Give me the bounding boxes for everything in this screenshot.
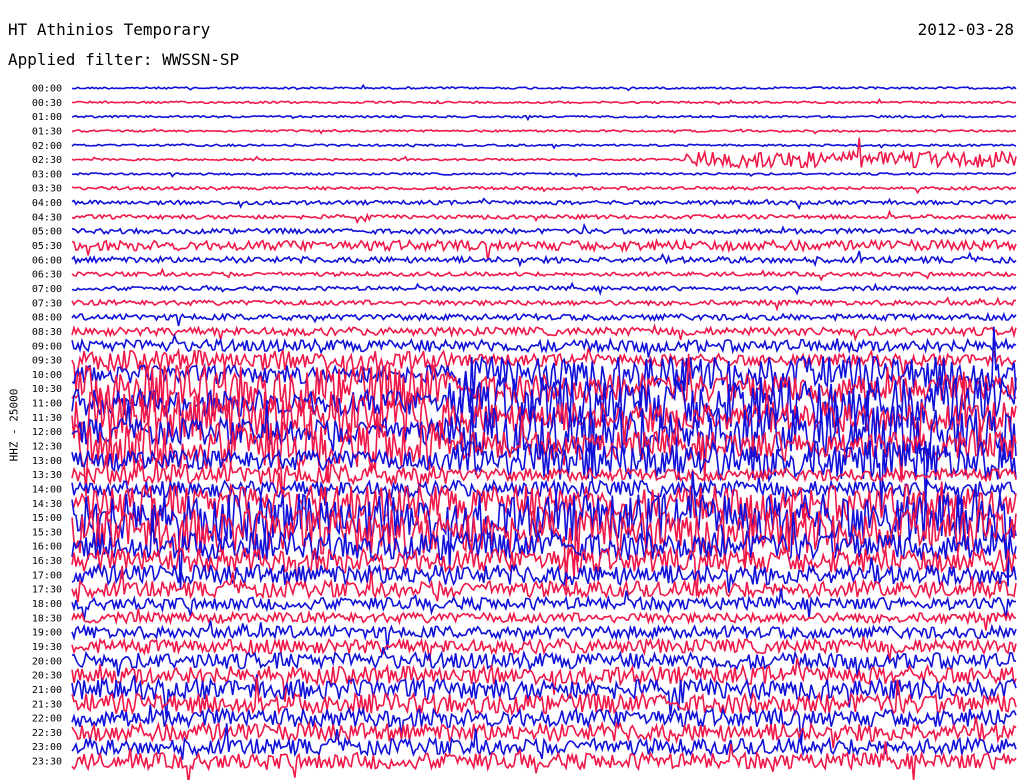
tick-label-1900: 19:00 [32, 628, 62, 639]
trace-0700 [71, 281, 1017, 296]
tick-label-0330: 03:30 [32, 184, 62, 195]
trace-0130 [71, 128, 1017, 135]
trace-0030 [71, 98, 1017, 106]
trace-1000 [71, 326, 1017, 423]
trace-0000 [71, 83, 1017, 92]
tick-label-1330: 13:30 [32, 470, 62, 481]
tick-label-2230: 22:30 [32, 728, 62, 739]
tick-label-0430: 04:30 [32, 212, 62, 223]
tick-label-1030: 10:30 [32, 384, 62, 395]
trace-0600 [71, 250, 1017, 268]
trace-1930 [71, 636, 1017, 662]
tick-label-0230: 02:30 [32, 155, 62, 166]
tick-label-1500: 15:00 [32, 513, 62, 524]
tick-label-0600: 06:00 [32, 255, 62, 266]
tick-label-0730: 07:30 [32, 298, 62, 309]
trace-1900 [71, 620, 1017, 650]
trace-0100 [71, 113, 1017, 122]
tick-label-1130: 11:30 [32, 413, 62, 424]
trace-0500 [71, 222, 1017, 236]
tick-label-0500: 05:00 [32, 227, 62, 238]
tick-label-1300: 13:00 [32, 456, 62, 467]
filter-label: Applied filter: WWSSN-SP [8, 50, 240, 69]
trace-0300 [71, 171, 1017, 178]
tick-label-0800: 08:00 [32, 313, 62, 324]
trace-0800 [71, 311, 1017, 327]
tick-label-1800: 18:00 [32, 599, 62, 610]
tick-label-1630: 16:30 [32, 556, 62, 567]
traces-group [71, 83, 1017, 780]
tick-label-0400: 04:00 [32, 198, 62, 209]
tick-label-0300: 03:00 [32, 169, 62, 180]
tick-label-0530: 05:30 [32, 241, 62, 252]
tick-label-0930: 09:30 [32, 356, 62, 367]
trace-0400 [71, 197, 1017, 211]
tick-label-1000: 10:00 [32, 370, 62, 381]
tick-label-0630: 06:30 [32, 270, 62, 281]
trace-1500 [71, 471, 1017, 590]
trace-2230 [71, 716, 1017, 749]
trace-1600 [71, 509, 1017, 563]
trace-1330 [71, 455, 1017, 505]
trace-0900 [71, 333, 1017, 358]
trace-0730 [71, 296, 1017, 312]
tick-label-1930: 19:30 [32, 642, 62, 653]
trace-0530 [71, 237, 1017, 261]
trace-2030 [71, 657, 1017, 703]
trace-1530 [71, 498, 1017, 591]
trace-2200 [71, 704, 1017, 746]
trace-0830 [71, 323, 1017, 342]
trace-2000 [71, 647, 1017, 677]
trace-0430 [71, 209, 1017, 225]
tick-label-0030: 00:30 [32, 98, 62, 109]
tick-label-0200: 02:00 [32, 141, 62, 152]
tick-label-0900: 09:00 [32, 341, 62, 352]
tick-label-1730: 17:30 [32, 585, 62, 596]
tick-labels-group: 00:00 00:30 01:00 01:30 02:00 02:30 03:00 03:30… [32, 84, 62, 768]
tick-label-2000: 20:00 [32, 656, 62, 667]
tick-label-2100: 21:00 [32, 685, 62, 696]
trace-1230 [71, 410, 1017, 496]
tick-label-2030: 20:30 [32, 671, 62, 682]
tick-label-1400: 14:00 [32, 484, 62, 495]
trace-1830 [71, 608, 1017, 631]
tick-label-1530: 15:30 [32, 527, 62, 538]
tick-label-0100: 01:00 [32, 112, 62, 123]
tick-label-1200: 12:00 [32, 427, 62, 438]
tick-label-2200: 22:00 [32, 714, 62, 725]
trace-0330 [71, 185, 1017, 195]
trace-0230 [71, 137, 1017, 170]
trace-1100 [71, 376, 1017, 481]
tick-label-2330: 23:30 [32, 757, 62, 768]
date-label: 2012-03-28 [917, 20, 1014, 39]
trace-0200 [71, 143, 1017, 150]
tick-label-1100: 11:00 [32, 399, 62, 410]
station-title: HT Athinios Temporary [8, 20, 211, 39]
trace-2130 [71, 677, 1017, 717]
tick-label-0130: 01:30 [32, 126, 62, 137]
tick-label-1600: 16:00 [32, 542, 62, 553]
tick-label-0700: 07:00 [32, 284, 62, 295]
tick-label-2130: 21:30 [32, 699, 62, 710]
trace-1730 [71, 565, 1017, 603]
trace-1800 [71, 588, 1016, 621]
trace-2330 [71, 741, 1017, 780]
tick-label-0000: 00:00 [32, 84, 62, 95]
trace-1130 [71, 371, 1017, 445]
tick-label-1830: 18:30 [32, 613, 62, 624]
trace-1300 [71, 439, 1017, 512]
tick-label-1230: 12:30 [32, 442, 62, 453]
tick-label-2300: 23:00 [32, 742, 62, 753]
trace-1700 [71, 557, 1017, 593]
trace-1400 [71, 477, 1017, 507]
tick-label-0830: 08:30 [32, 327, 62, 338]
tick-label-1700: 17:00 [32, 570, 62, 581]
trace-2300 [71, 723, 1017, 760]
trace-0630 [71, 267, 1017, 282]
tick-label-1430: 14:30 [32, 499, 62, 510]
trace-2100 [71, 674, 1017, 719]
